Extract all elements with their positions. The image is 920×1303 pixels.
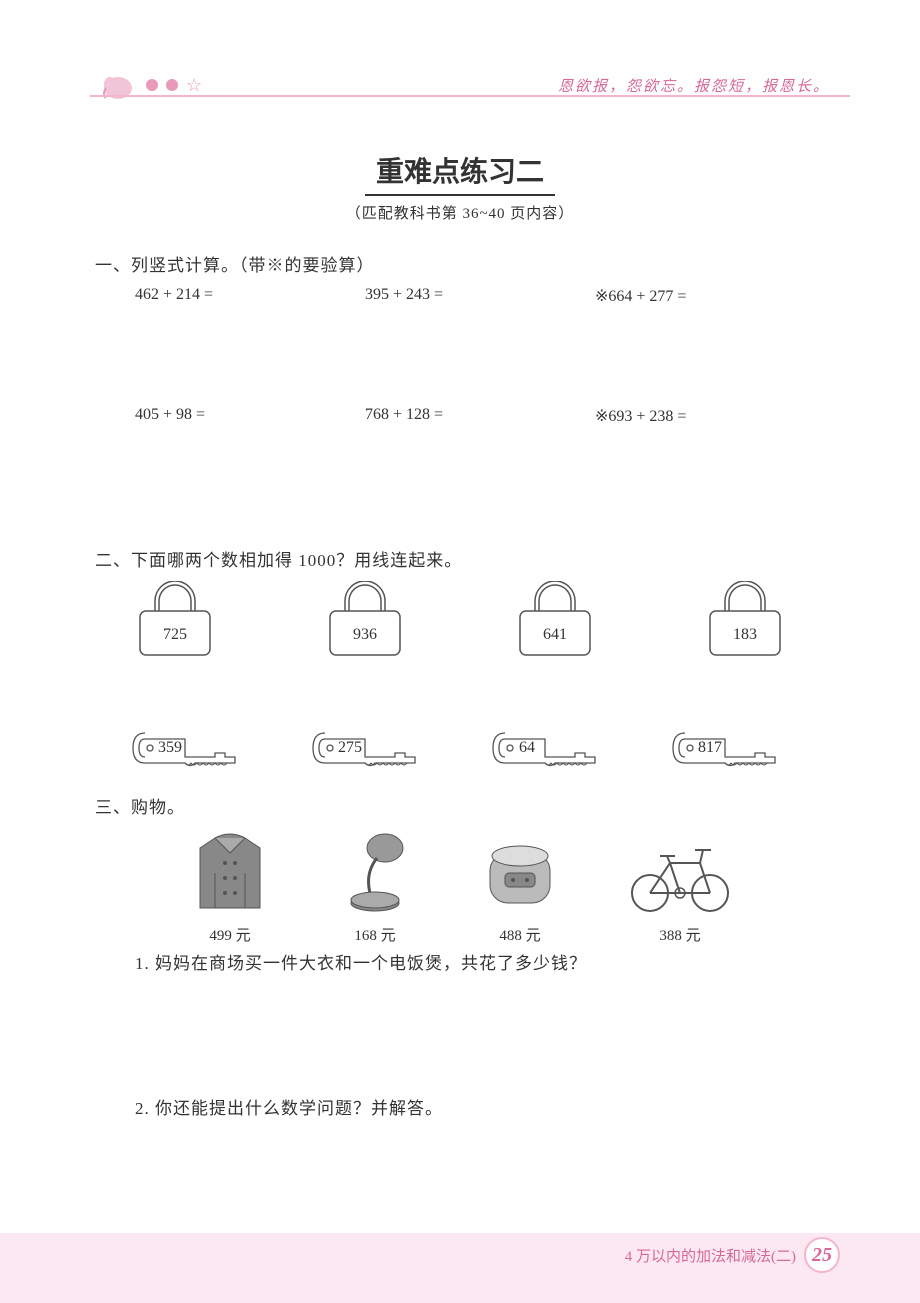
shop-item-cooker: 488 元 xyxy=(475,828,565,945)
equation: 405 + 98 = xyxy=(135,406,365,426)
svg-text:183: 183 xyxy=(733,626,757,643)
header-rule xyxy=(90,95,850,97)
page-header: ☆ 恩欲报，怨欲忘。报怨短，报恩长。 xyxy=(0,0,920,100)
dot-icon xyxy=(166,79,178,91)
svg-text:641: 641 xyxy=(543,626,567,643)
equation: ※664 + 277 = xyxy=(595,286,825,306)
chapter-label: 4 万以内的加法和减法(二) xyxy=(625,1245,796,1266)
question-2: 2. 你还能提出什么数学问题？并解答。 xyxy=(95,1094,825,1119)
page-content: 重难点练习二 （匹配教科书第 36~40 页内容） 一、列竖式计算。（带※的要验… xyxy=(0,100,920,1119)
shop-item-bike: 388 元 xyxy=(625,828,735,945)
lamp-icon xyxy=(335,828,415,918)
equation: ※693 + 238 = xyxy=(595,406,825,426)
lock-icon: 183 xyxy=(695,581,795,663)
shop-item-coat: 499 元 xyxy=(185,828,275,945)
shop-row: 499 元 168 元 488 元 xyxy=(95,828,825,945)
footer-text: 4 万以内的加法和减法(二) 25 xyxy=(625,1237,840,1273)
lock-row: 725 936 641 183 xyxy=(95,581,825,663)
svg-text:64: 64 xyxy=(519,739,535,756)
key-icon: 64 xyxy=(485,723,615,773)
shop-item-lamp: 168 元 xyxy=(335,828,415,945)
page-subtitle: （匹配教科书第 36~40 页内容） xyxy=(95,202,825,223)
section2-label: 二、下面哪两个数相加得 1000？用线连起来。 xyxy=(95,546,825,571)
svg-text:936: 936 xyxy=(353,626,377,643)
svg-text:725: 725 xyxy=(163,626,187,643)
coat-icon xyxy=(185,828,275,918)
svg-text:359: 359 xyxy=(158,739,182,756)
cooker-icon xyxy=(475,828,565,918)
equation: 395 + 243 = xyxy=(365,286,595,306)
header-quote: 恩欲报，怨欲忘。报怨短，报恩长。 xyxy=(558,75,830,96)
question-1: 1. 妈妈在商场买一件大衣和一个电饭煲，共花了多少钱？ xyxy=(95,949,825,974)
dot-icon xyxy=(146,79,158,91)
key-row: 359 275 64 817 xyxy=(95,723,825,773)
key-icon: 817 xyxy=(665,723,795,773)
equation: 462 + 214 = xyxy=(135,286,365,306)
key-icon: 359 xyxy=(125,723,255,773)
section3-label: 三、购物。 xyxy=(95,793,825,818)
lock-icon: 725 xyxy=(125,581,225,663)
page-footer: 4 万以内的加法和减法(二) 25 xyxy=(0,1233,920,1303)
price-label: 488 元 xyxy=(475,924,565,945)
section1-label: 一、列竖式计算。（带※的要验算） xyxy=(95,251,825,276)
lock-icon: 641 xyxy=(505,581,605,663)
page-number: 25 xyxy=(804,1237,840,1273)
lock-icon: 936 xyxy=(315,581,415,663)
price-label: 388 元 xyxy=(625,924,735,945)
equation: 768 + 128 = xyxy=(365,406,595,426)
price-label: 168 元 xyxy=(335,924,415,945)
key-icon: 275 xyxy=(305,723,435,773)
svg-text:275: 275 xyxy=(338,739,362,756)
svg-text:817: 817 xyxy=(698,739,722,756)
page-title: 重难点练习二 xyxy=(95,150,825,190)
star-icon: ☆ xyxy=(186,75,202,96)
title-underline xyxy=(365,194,555,196)
bike-icon xyxy=(625,828,735,918)
price-label: 499 元 xyxy=(185,924,275,945)
equation-grid: 462 + 214 = 395 + 243 = ※664 + 277 = 405… xyxy=(95,286,825,426)
